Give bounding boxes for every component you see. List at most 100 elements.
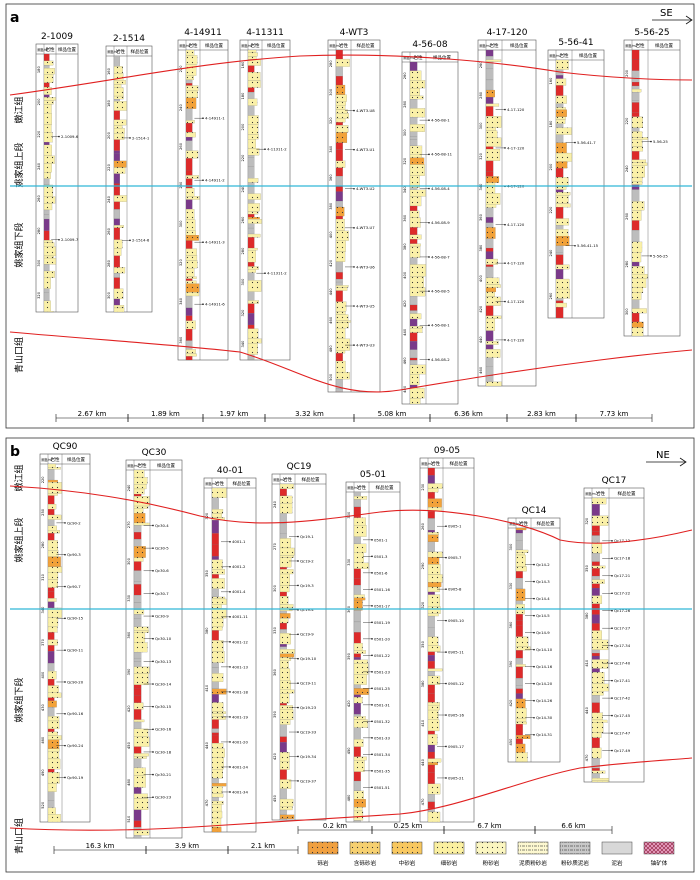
depth-tick: 260 — [241, 216, 245, 224]
lithology-bed-pattern — [516, 555, 526, 566]
lithology-bed — [516, 614, 523, 620]
sample-label: Qc30-5 — [155, 546, 169, 551]
lithology-bed-pattern — [556, 265, 569, 269]
sample-label: Qc17-42 — [614, 696, 631, 701]
lithology-bed-pattern — [114, 80, 126, 84]
depth-tick: 200 — [37, 98, 41, 106]
sample-label: Qc30-7 — [155, 591, 169, 596]
lithology-bed-pattern — [632, 266, 644, 274]
lithology-bed-pattern — [516, 719, 526, 722]
header-depth: 深度/m — [127, 463, 138, 468]
lithology-bed-pattern — [486, 341, 498, 344]
lithology-bed-pattern — [354, 811, 363, 820]
lithology-bed — [410, 333, 417, 342]
lithology-bed-pattern — [354, 675, 367, 685]
sample-label: Qc19-9 — [300, 632, 314, 637]
lithology-bed — [280, 592, 287, 596]
sample-label: 0501-17 — [374, 603, 390, 608]
legend-label: 泥岩 — [611, 859, 623, 867]
depth-tick: 360 — [479, 213, 483, 221]
lithology-bed — [336, 282, 343, 285]
sample-label: 4-17-120 — [507, 145, 525, 150]
sample-dot — [611, 750, 613, 752]
lithology-bed-pattern — [428, 669, 442, 671]
lithology-bed-pattern — [134, 794, 148, 799]
lithology-bed-pattern — [186, 281, 196, 284]
lithology-bed-pattern — [486, 349, 500, 357]
lithology-bed-pattern — [134, 610, 144, 615]
sample-label: Qc19-23 — [300, 705, 317, 710]
lithology-bed-pattern — [186, 209, 194, 220]
sample-dot — [504, 262, 506, 264]
lithology-bed — [280, 513, 287, 523]
depth-tick: 510 — [127, 815, 131, 823]
depth-tick: 280 — [41, 541, 45, 549]
sample-dot — [64, 522, 66, 524]
lithology-bed — [556, 124, 563, 128]
sample-dot — [574, 142, 576, 144]
depth-tick: 250 — [41, 508, 45, 516]
lithology-bed — [48, 651, 54, 663]
sample-label: 4-14911-3 — [205, 240, 225, 245]
lithology-bed-pattern — [592, 771, 605, 774]
well-name: 4-11311 — [246, 28, 284, 38]
lithology-bed-pattern — [632, 279, 646, 288]
sample-label: Qc90-20 — [67, 679, 84, 684]
depth-tick: 320 — [241, 309, 245, 317]
lithology-bed-pattern — [428, 734, 437, 745]
lithology-bed — [134, 614, 141, 618]
sample-dot — [229, 591, 231, 593]
sample-dot — [297, 756, 299, 758]
lithology-bed — [134, 581, 141, 584]
sample-dot — [611, 627, 613, 629]
lithology-bed-pattern — [212, 627, 222, 631]
lithology-bed-pattern — [410, 196, 421, 206]
lithology-bed-pattern — [354, 807, 362, 811]
lithology-bed-pattern — [592, 691, 604, 695]
sample-label: Qc90-16 — [67, 711, 84, 716]
lithology-bed-pattern — [248, 139, 256, 148]
lithology-bed — [212, 668, 219, 674]
lithology-bed — [556, 269, 563, 279]
lithology-bed — [248, 88, 254, 93]
lithology-bed-pattern — [44, 74, 53, 83]
lithology-bed-pattern — [186, 151, 198, 159]
sample-label: 4001-12 — [232, 639, 248, 644]
lithology-bed-pattern — [632, 252, 641, 262]
sample-dot — [533, 649, 535, 651]
sample-label: Qc19-33 — [300, 729, 317, 734]
lithology-bed-pattern — [48, 751, 59, 759]
lithology-bed-pattern — [336, 113, 349, 118]
lithology-bed-pattern — [134, 737, 149, 747]
depth-tick: 360 — [127, 631, 131, 639]
lithology-bed-pattern — [336, 132, 347, 142]
lithology-bed-pattern — [632, 288, 643, 293]
lithology-bed — [428, 652, 435, 655]
lithology-bed — [114, 202, 120, 210]
lithology-bed — [336, 143, 343, 150]
depth-tick: 280 — [107, 259, 111, 267]
sample-label: Qc17-41 — [614, 678, 631, 683]
lithology-bed — [212, 720, 219, 729]
lithology-bed — [486, 252, 493, 259]
lithology-bed-pattern — [114, 195, 127, 201]
lithology-bed — [486, 50, 493, 56]
sample-label: 4001-4 — [232, 589, 246, 594]
well-border — [240, 40, 290, 360]
depth-tick: 480 — [347, 794, 351, 802]
lithology-bed — [516, 658, 523, 664]
depth-tick: 300 — [625, 308, 629, 316]
lithology-bed — [48, 707, 54, 716]
lithology-bed — [134, 759, 141, 768]
sample-dot — [371, 605, 373, 607]
lithology-bed-pattern — [428, 702, 440, 705]
legend-item-4: 粉砂岩 — [476, 842, 506, 867]
lithology-bed — [354, 499, 361, 506]
lithology-bed — [48, 663, 54, 671]
sample-dot — [504, 109, 506, 111]
depth-tick: 240 — [127, 484, 131, 492]
lithology-bed — [44, 219, 49, 231]
lithology-bed — [428, 511, 435, 518]
sample-label: 0905-8 — [448, 587, 462, 592]
lithology-bed — [114, 278, 120, 289]
